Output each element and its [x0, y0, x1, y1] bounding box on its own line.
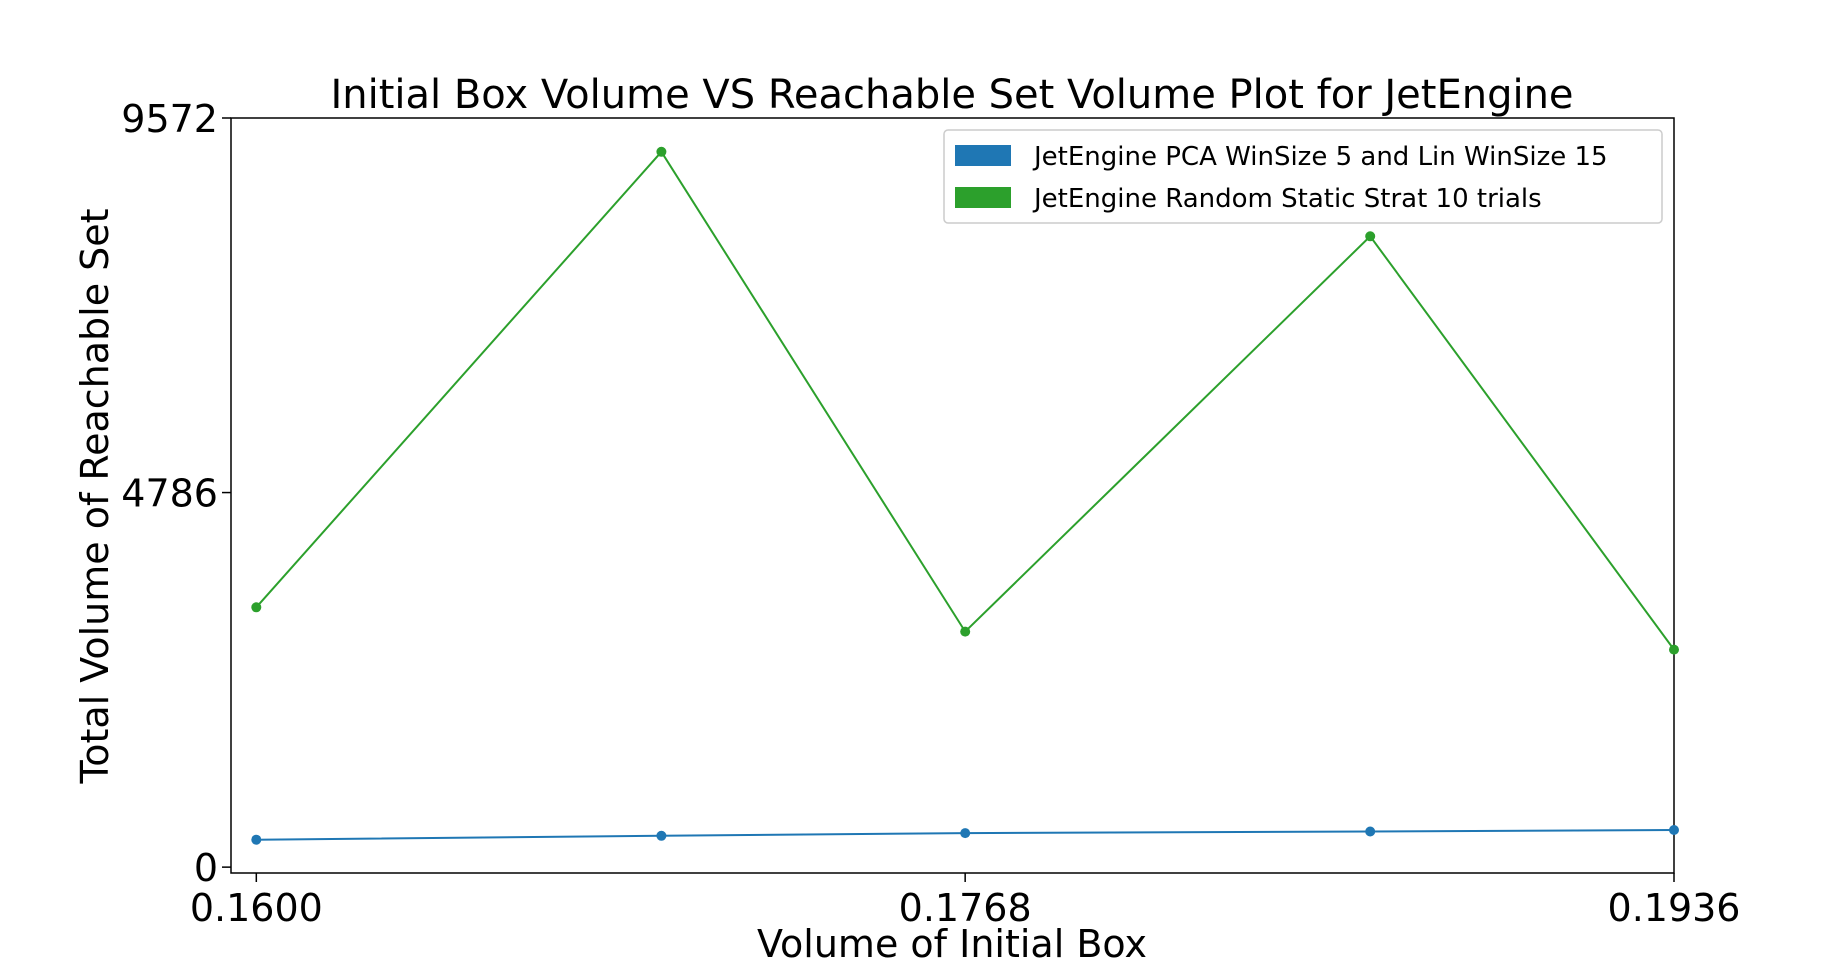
legend-box — [943, 129, 1663, 224]
series-0-point-1 — [656, 830, 667, 841]
chart-title: Initial Box Volume VS Reachable Set Volu… — [330, 72, 1573, 118]
x-tick-label-0: 0.1600 — [190, 886, 323, 930]
y-tick-label-1: 4786 — [121, 472, 218, 516]
series-0-point-3 — [1365, 826, 1376, 837]
legend-label-0: JetEngine PCA WinSize 5 and Lin WinSize … — [1032, 142, 1608, 172]
legend: JetEngine PCA WinSize 5 and Lin WinSize … — [943, 129, 1663, 224]
legend-swatch-1 — [955, 187, 1011, 208]
series-1-point-0 — [251, 602, 262, 613]
x-tick-label-2: 0.1936 — [1608, 886, 1741, 930]
x-tick-label-1: 0.1768 — [899, 886, 1032, 930]
x-axis-ticks: 0.1600 0.1768 0.1936 — [190, 873, 1741, 930]
legend-label-1: JetEngine Random Static Strat 10 trials — [1032, 184, 1542, 214]
series-1-point-4 — [1669, 644, 1679, 655]
y-tick-label-0: 0 — [194, 846, 218, 890]
series-0-point-4 — [1669, 825, 1679, 835]
series-1-point-1 — [656, 146, 667, 157]
plot-area — [230, 117, 1675, 874]
legend-swatch-0 — [955, 145, 1011, 166]
y-axis-label: Total Volume of Reachable Set — [73, 208, 117, 784]
series-0-point-2 — [960, 828, 971, 839]
series-layer — [251, 146, 1679, 845]
series-line-1 — [255, 150, 1675, 651]
y-tick-label-2: 9572 — [121, 97, 218, 141]
y-axis-ticks: 0 4786 9572 — [121, 97, 231, 890]
series-1-point-3 — [1365, 231, 1376, 242]
x-axis-label: Volume of Initial Box — [757, 922, 1147, 966]
series-0-point-0 — [251, 834, 262, 845]
series-1-point-2 — [960, 626, 971, 637]
